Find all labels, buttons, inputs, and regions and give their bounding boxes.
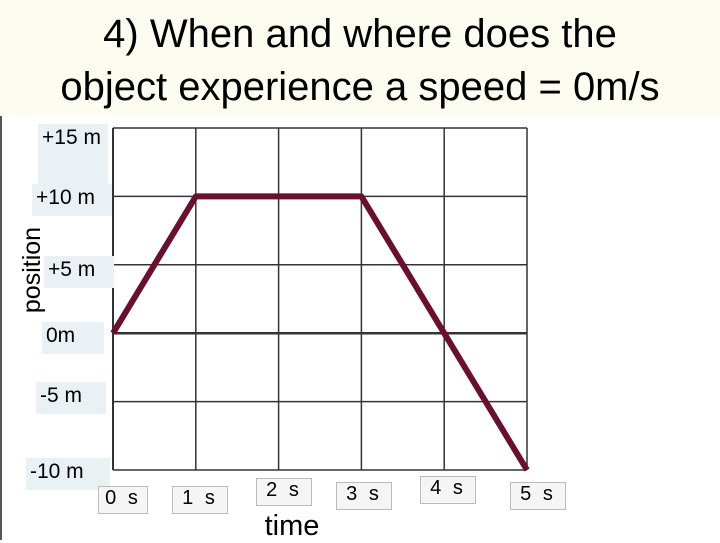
y-tick-label-plus-10: +10 m <box>32 184 112 216</box>
y-tick-label-minus-10: -10 m <box>26 458 110 490</box>
y-tick-label-plus-5: +5 m <box>44 256 114 288</box>
x-tick-label-1s: 1 s <box>172 486 228 514</box>
x-axis-label: time <box>264 510 320 542</box>
position-series-line <box>110 193 530 472</box>
slide-left-border <box>0 116 2 540</box>
x-tick-label-3s: 3 s <box>336 482 392 510</box>
x-tick-label-5s: 5 s <box>510 482 566 510</box>
title-area: 4) When and where does the object experi… <box>0 0 720 116</box>
y-tick-label-minus-5: -5 m <box>36 382 106 414</box>
x-tick-label-2s: 2 s <box>256 478 312 506</box>
x-tick-label-4s: 4 s <box>420 476 476 504</box>
slide-title-line-1: 4) When and where does the <box>103 12 617 56</box>
x-tick-label-0s: 0 s <box>98 486 148 514</box>
y-tick-label-plus-15: +15 m <box>38 124 108 186</box>
y-tick-label-zero: 0m <box>42 322 104 354</box>
slide-title-line-2: object experience a speed = 0m/s <box>60 65 660 109</box>
